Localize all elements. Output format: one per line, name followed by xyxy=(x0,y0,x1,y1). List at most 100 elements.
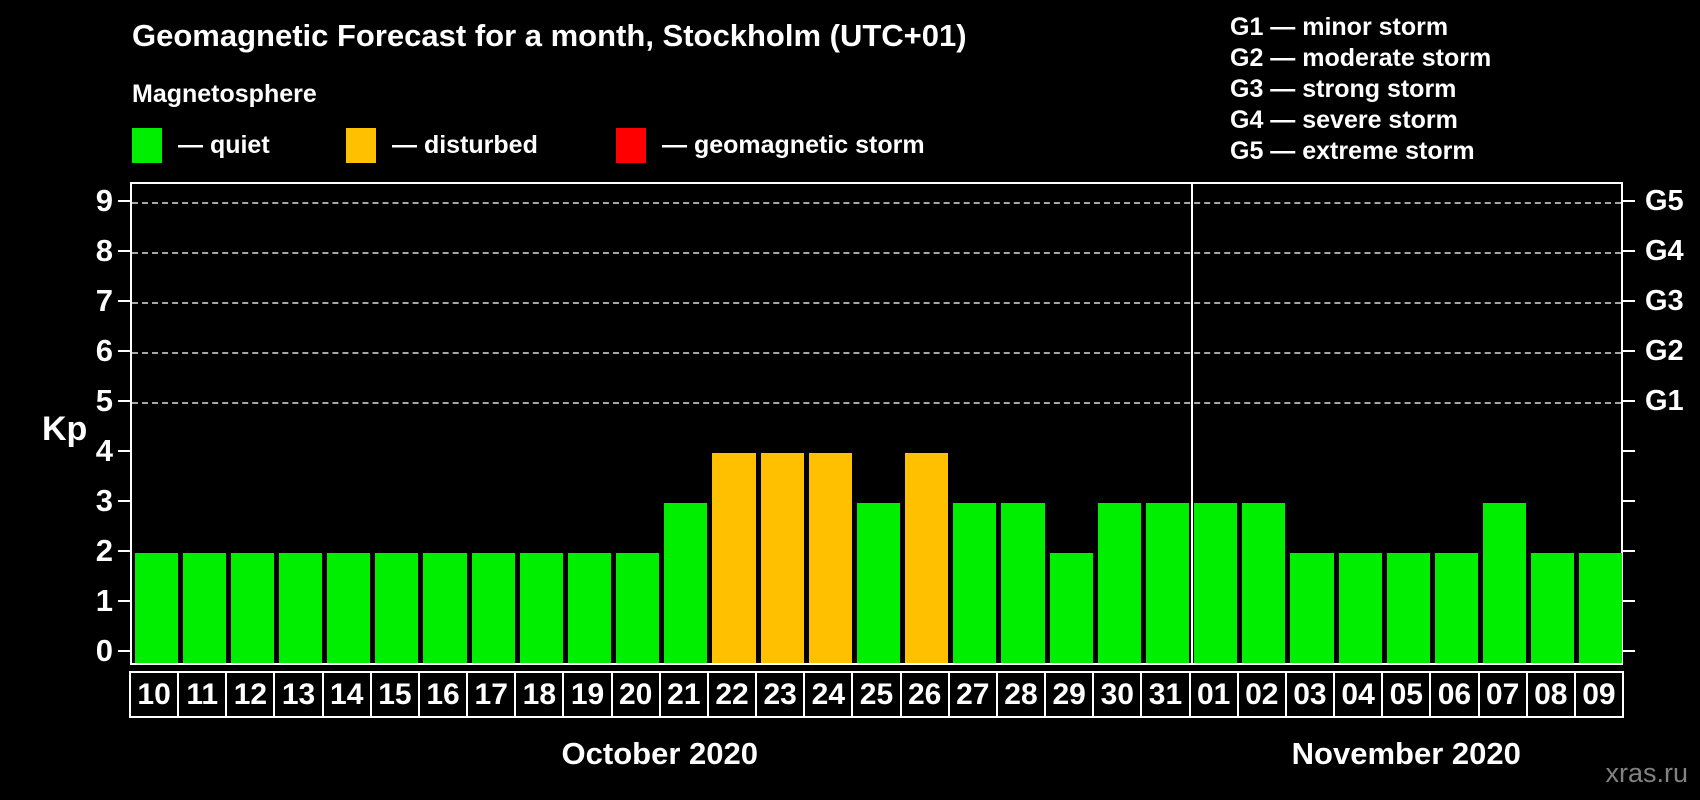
date-label: 25 xyxy=(851,671,902,718)
date-label: 12 xyxy=(225,671,276,718)
g-legend-line: G4 — severe storm xyxy=(1230,106,1458,134)
kp-bar-26 xyxy=(905,453,949,663)
kp-bar-08 xyxy=(1531,553,1575,663)
kp-bar-31 xyxy=(1145,503,1190,663)
g-scale-label-g3: G3 xyxy=(1645,285,1684,317)
legend-item-quiet: — quiet xyxy=(132,128,270,163)
kp-bar-11 xyxy=(182,553,226,663)
y-axis-tick-label: 0 xyxy=(95,633,113,668)
kp-bar-17 xyxy=(471,553,515,663)
quiet-color-swatch xyxy=(132,128,162,163)
date-label: 06 xyxy=(1429,671,1480,718)
date-label: 18 xyxy=(514,671,565,718)
g-axis-tick xyxy=(1623,200,1635,202)
kp-bar-10 xyxy=(134,553,178,663)
g-axis-tick xyxy=(1623,450,1635,452)
storm-color-swatch xyxy=(616,128,646,163)
date-label: 29 xyxy=(1044,671,1095,718)
gridline-kp9 xyxy=(132,202,1621,204)
disturbed-color-swatch xyxy=(346,128,376,163)
legend-item-label: — quiet xyxy=(178,131,270,159)
date-label: 05 xyxy=(1381,671,1432,718)
date-label: 20 xyxy=(610,671,661,718)
kp-bar-13 xyxy=(278,553,323,663)
kp-bar-07 xyxy=(1483,503,1527,663)
y-axis-tick-label: 3 xyxy=(95,483,113,518)
g-axis-tick xyxy=(1623,550,1635,552)
kp-bar-20 xyxy=(616,553,660,663)
g-axis-tick xyxy=(1623,600,1635,602)
g-axis-tick xyxy=(1623,500,1635,502)
y-axis-tick xyxy=(118,450,130,452)
watermark: xras.ru xyxy=(1605,758,1688,788)
date-label: 04 xyxy=(1333,671,1384,718)
date-label: 26 xyxy=(899,671,950,718)
date-label: 16 xyxy=(417,671,469,718)
date-label: 15 xyxy=(369,671,420,718)
g-legend-line: G3 — strong storm xyxy=(1230,75,1457,103)
y-axis-tick-label: 2 xyxy=(95,533,113,568)
y-axis-tick-label: 5 xyxy=(95,383,113,418)
legend-item-disturbed: — disturbed xyxy=(346,128,538,163)
y-axis-tick xyxy=(118,250,130,252)
kp-bar-30 xyxy=(1097,503,1141,663)
kp-bar-04 xyxy=(1338,553,1382,663)
y-axis-tick xyxy=(118,300,130,302)
y-axis-tick xyxy=(118,500,130,502)
kp-bar-06 xyxy=(1434,553,1478,663)
legend-item-label: — geomagnetic storm xyxy=(662,131,925,159)
y-axis-tick-label: 8 xyxy=(95,233,113,268)
date-label: 07 xyxy=(1477,671,1528,718)
kp-bar-05 xyxy=(1386,553,1430,663)
plot-area xyxy=(130,182,1623,665)
kp-bar-19 xyxy=(567,553,612,663)
kp-bar-14 xyxy=(327,553,371,663)
date-label: 22 xyxy=(706,671,758,718)
month-label-october: October 2020 xyxy=(561,736,758,771)
date-label: 10 xyxy=(129,671,180,718)
y-axis-title: Kp xyxy=(42,410,88,448)
kp-bar-24 xyxy=(808,453,852,663)
page-title: Geomagnetic Forecast for a month, Stockh… xyxy=(132,18,967,53)
gridline-kp7 xyxy=(132,302,1621,304)
g-scale-legend: G1 — minor storm G2 — moderate storm G3 … xyxy=(1230,12,1491,167)
y-axis-tick-label: 4 xyxy=(95,433,113,468)
g-scale-label-g1: G1 xyxy=(1645,385,1684,417)
y-axis-tick xyxy=(118,200,130,202)
kp-bar-01 xyxy=(1194,503,1238,663)
magnetosphere-label: Magnetosphere xyxy=(132,80,317,108)
date-label: 21 xyxy=(658,671,709,718)
date-label: 08 xyxy=(1525,671,1576,718)
month-label-november: November 2020 xyxy=(1291,736,1521,771)
legend-item-label: — disturbed xyxy=(392,131,538,159)
kp-bar-25 xyxy=(856,503,901,663)
kp-bar-03 xyxy=(1290,553,1334,663)
g-axis-tick xyxy=(1623,650,1635,652)
kp-bar-28 xyxy=(1001,503,1045,663)
date-label: 19 xyxy=(562,671,613,718)
date-label: 03 xyxy=(1284,671,1336,718)
g-axis-tick xyxy=(1623,250,1635,252)
kp-bar-02 xyxy=(1242,503,1286,663)
kp-bar-16 xyxy=(423,553,467,663)
g-axis-tick xyxy=(1623,400,1635,402)
g-legend-line: G1 — minor storm xyxy=(1230,13,1449,41)
date-label: 28 xyxy=(995,671,1047,718)
kp-bar-22 xyxy=(712,453,756,663)
kp-bar-09 xyxy=(1579,553,1623,663)
g-axis-tick xyxy=(1623,350,1635,352)
date-label: 14 xyxy=(321,671,372,718)
y-axis-tick-label: 9 xyxy=(95,183,113,218)
date-label: 30 xyxy=(1092,671,1143,718)
date-label: 11 xyxy=(177,671,228,718)
y-axis-tick xyxy=(118,400,130,402)
date-label: 17 xyxy=(466,671,517,718)
date-label: 09 xyxy=(1573,671,1624,718)
kp-bar-21 xyxy=(664,503,708,663)
g-legend-line: G5 — extreme storm xyxy=(1230,137,1475,165)
g-scale-label-g2: G2 xyxy=(1645,335,1684,367)
gridline-kp8 xyxy=(132,252,1621,254)
x-axis-date-row: 10 11 12 13 14 15 16 17 18 19 20 21 22 23 24 25 26 27 28 29… xyxy=(129,671,1624,718)
date-label: 23 xyxy=(755,671,806,718)
